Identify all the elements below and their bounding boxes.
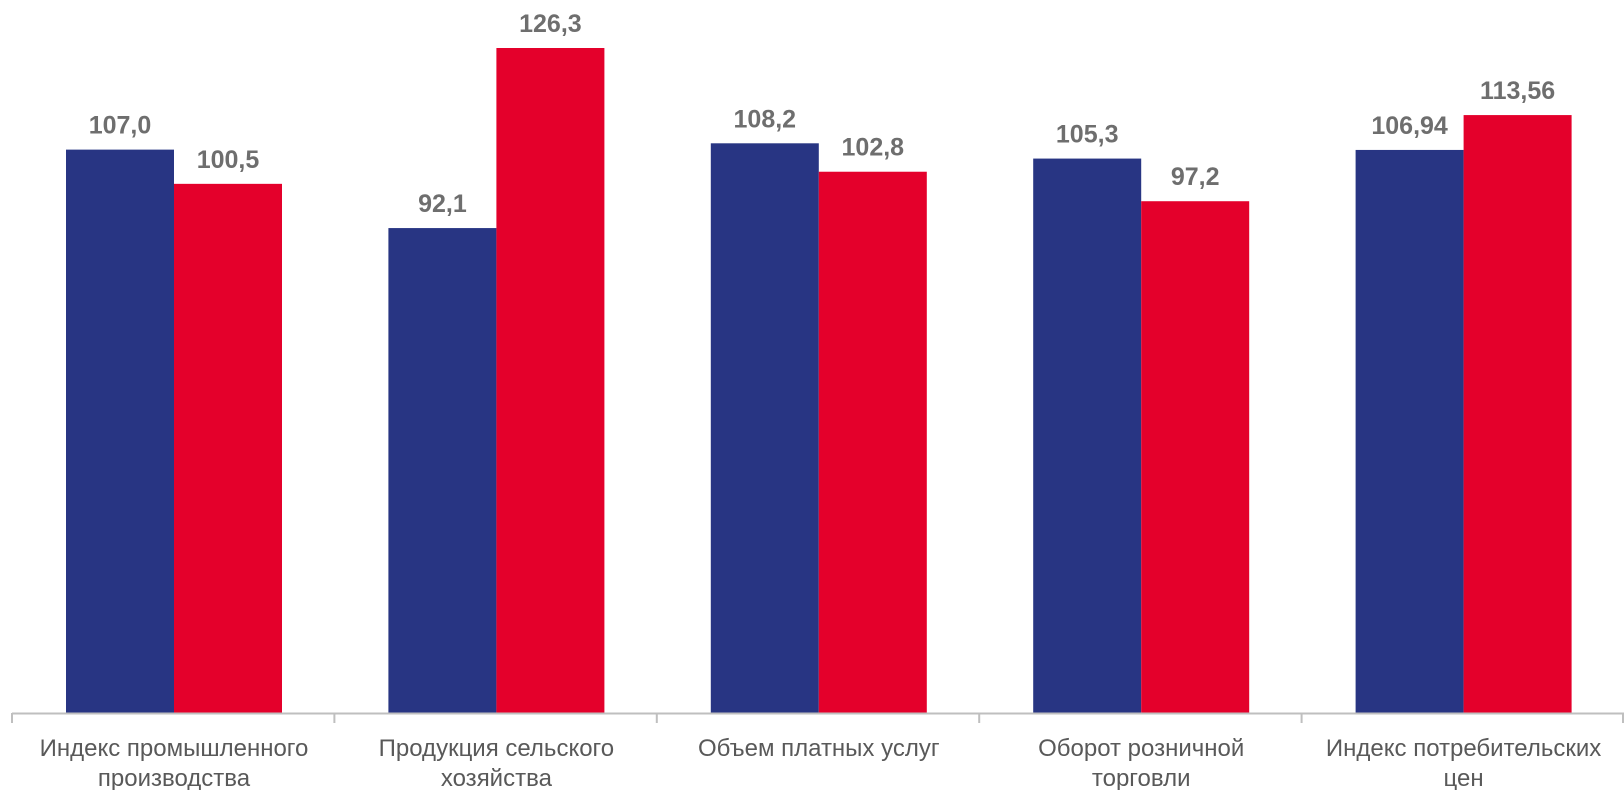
category-label-line: цен bbox=[1444, 765, 1484, 790]
category-label-0: Индекс промышленного производства bbox=[40, 735, 309, 790]
value-label-s1-c1: 126,3 bbox=[519, 10, 582, 38]
category-label-line: Продукция сельского bbox=[379, 735, 615, 762]
bar-s1-c2 bbox=[818, 171, 927, 714]
category-label-1: Продукция сельского хозяйства bbox=[379, 735, 615, 790]
value-label-s0-c0: 107,0 bbox=[89, 112, 152, 140]
category-label-4: Индекс потребительских цен bbox=[1326, 735, 1601, 790]
bar-s0-c3 bbox=[1033, 158, 1142, 713]
category-label-line: хозяйства bbox=[441, 765, 553, 790]
bar-s0-c0 bbox=[66, 149, 174, 714]
category-label-2: Объем платных услуг bbox=[698, 735, 940, 762]
category-label-line: производства bbox=[98, 765, 251, 790]
value-label-s0-c2: 108,2 bbox=[734, 105, 797, 133]
category-label-3: Оборот розничной торговли bbox=[1038, 735, 1244, 790]
value-label-s1-c0: 100,5 bbox=[197, 146, 260, 174]
value-label-s1-c2: 102,8 bbox=[842, 134, 905, 162]
bar-s1-c4 bbox=[1463, 115, 1572, 714]
category-label-line: Оборот розничной bbox=[1038, 735, 1244, 762]
bar-s0-c1 bbox=[388, 228, 497, 713]
value-label-s0-c4: 106,94 bbox=[1371, 112, 1448, 140]
bar-s0-c2 bbox=[710, 143, 819, 713]
value-label-s1-c4: 113,56 bbox=[1480, 77, 1555, 105]
category-labels-layer: Индекс промышленного производства Продукци… bbox=[40, 735, 1602, 790]
category-label-line: Индекс промышленного bbox=[40, 735, 309, 762]
x-axis bbox=[11, 712, 1624, 723]
category-label-line: Индекс потребительских bbox=[1326, 735, 1601, 762]
category-label-line: торговли bbox=[1092, 765, 1191, 790]
bar-s0-c4 bbox=[1355, 149, 1464, 714]
bar-s1-c1 bbox=[496, 48, 605, 713]
category-label-line: Объем платных услуг bbox=[698, 735, 940, 762]
value-label-s0-c3: 105,3 bbox=[1056, 121, 1119, 149]
bar-s1-c0 bbox=[174, 183, 282, 713]
value-label-s1-c3: 97,2 bbox=[1171, 163, 1220, 191]
value-label-s0-c1: 92,1 bbox=[418, 190, 467, 218]
bars-layer bbox=[66, 48, 1572, 714]
bar-s1-c3 bbox=[1141, 201, 1250, 714]
value-labels-layer: 107,0 100,5 92,1 126,3 108,2 102,8 105,3 97,2 10… bbox=[89, 10, 1555, 218]
